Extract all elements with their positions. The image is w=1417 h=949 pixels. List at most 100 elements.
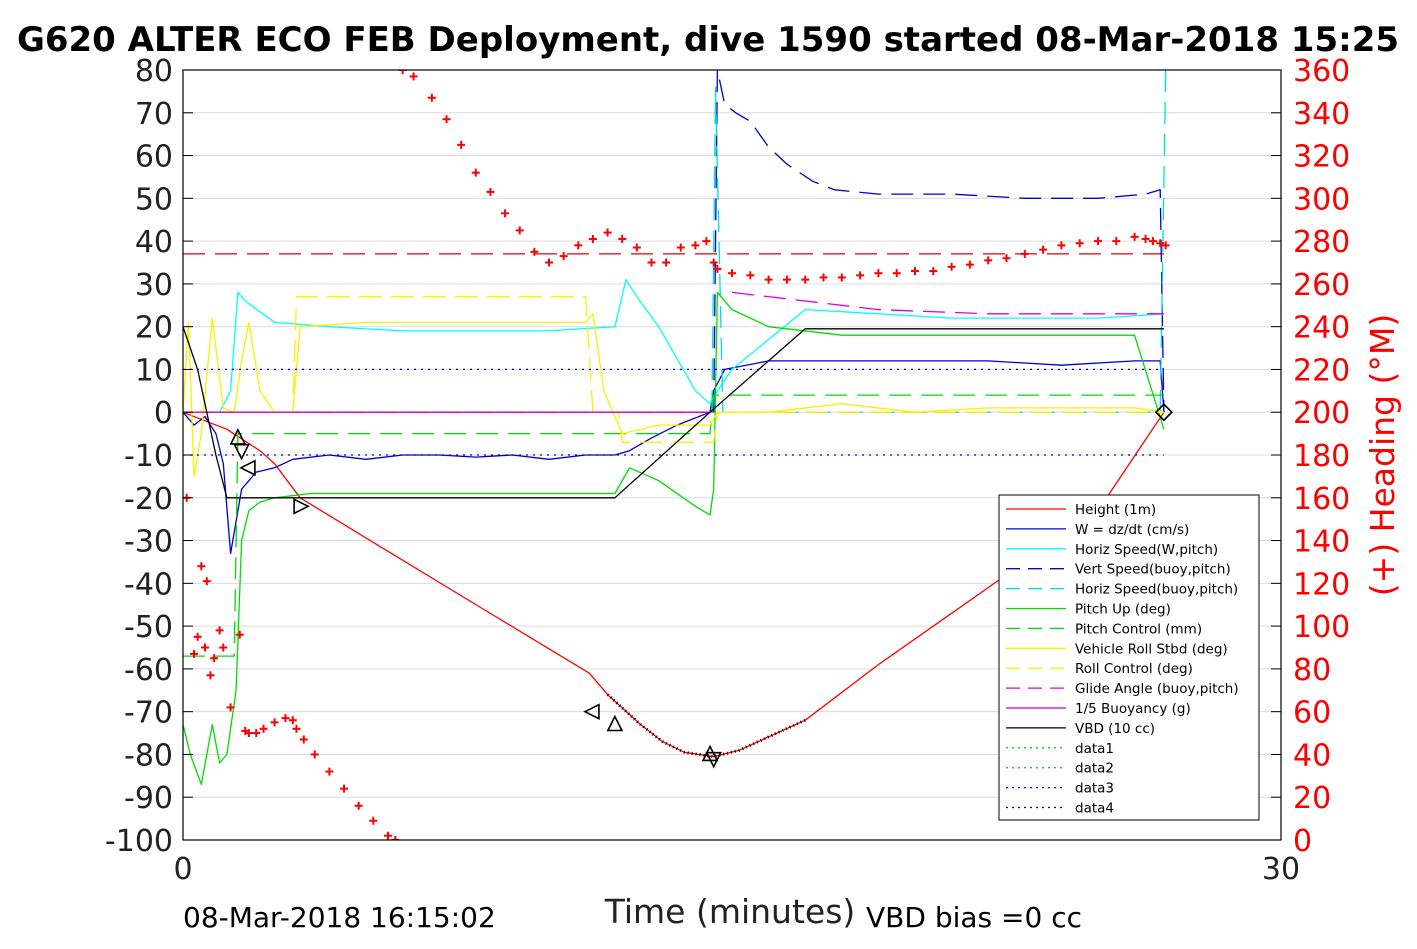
y-right-tick-label-5: 260 bbox=[1293, 268, 1350, 303]
y-tick-label-1: 70 bbox=[135, 97, 173, 132]
heading-point-66 bbox=[984, 256, 993, 265]
y-tick-label-12: -40 bbox=[124, 567, 173, 602]
series-line-5 bbox=[183, 291, 1165, 786]
heading-point-51 bbox=[713, 264, 722, 273]
y-right-tick-label-11: 140 bbox=[1293, 525, 1350, 560]
heading-point-53 bbox=[746, 271, 755, 280]
heading-point-77 bbox=[1156, 239, 1165, 248]
heading-point-21 bbox=[310, 750, 319, 759]
heading-point-10 bbox=[226, 703, 235, 712]
heading-point-41 bbox=[588, 234, 597, 243]
y-right-tick-label-1: 340 bbox=[1293, 97, 1350, 132]
heading-point-6 bbox=[206, 671, 215, 680]
heading-point-11 bbox=[235, 630, 244, 639]
heading-point-57 bbox=[819, 273, 828, 282]
series-line-7 bbox=[183, 313, 1164, 478]
heading-point-78 bbox=[1161, 241, 1170, 250]
legend-label-11: VBD (10 cc) bbox=[1075, 721, 1155, 737]
heading-point-30 bbox=[427, 93, 436, 102]
y-right-tick-label-12: 120 bbox=[1293, 567, 1350, 602]
heading-point-64 bbox=[947, 262, 956, 271]
legend-label-7: Vehicle Roll Stbd (deg) bbox=[1075, 641, 1228, 657]
marker-triangle-right-3-0 bbox=[293, 498, 310, 515]
series-line-11 bbox=[183, 326, 1164, 499]
footer-timestamp: 08-Mar-2018 16:15:02 bbox=[183, 901, 496, 934]
y-tick-label-5: 30 bbox=[135, 268, 173, 303]
heading-point-22 bbox=[325, 767, 334, 776]
y-right-tick-label-4: 280 bbox=[1293, 225, 1350, 260]
heading-point-33 bbox=[471, 168, 480, 177]
y-tick-label-7: 10 bbox=[135, 353, 173, 388]
legend-label-13: data2 bbox=[1075, 761, 1114, 777]
heading-point-60 bbox=[874, 269, 883, 278]
y-tick-label-3: 50 bbox=[135, 182, 173, 217]
y-tick-label-9: -10 bbox=[124, 439, 173, 474]
chart-title: G620 ALTER ECO FEB Deployment, dive 1590… bbox=[17, 20, 1399, 60]
y-right-tick-label-10: 160 bbox=[1293, 482, 1350, 517]
heading-point-19 bbox=[292, 724, 301, 733]
heading-point-58 bbox=[837, 273, 846, 282]
heading-point-70 bbox=[1057, 241, 1066, 250]
y-tick-label-10: -20 bbox=[124, 482, 173, 517]
y-tick-label-0: 80 bbox=[135, 54, 173, 89]
marker-triangle-left-2-1 bbox=[583, 703, 600, 720]
y-tick-label-15: -70 bbox=[124, 696, 173, 731]
marker-triangle-left-2-0 bbox=[239, 459, 256, 477]
heading-point-17 bbox=[281, 714, 290, 723]
y-tick-label-16: -80 bbox=[124, 738, 173, 773]
y-right-tick-label-7: 220 bbox=[1293, 353, 1350, 388]
y-right-tick-label-8: 200 bbox=[1293, 396, 1350, 431]
heading-point-16 bbox=[270, 718, 279, 727]
heading-point-75 bbox=[1141, 234, 1150, 243]
legend-label-15: data4 bbox=[1075, 801, 1114, 817]
footer-vbd-bias: VBD bias =0 cc bbox=[866, 901, 1082, 934]
heading-point-13 bbox=[244, 729, 253, 738]
heading-point-65 bbox=[965, 260, 974, 269]
y-tick-label-13: -50 bbox=[124, 610, 173, 645]
heading-point-44 bbox=[632, 243, 641, 252]
y-tick-label-17: -90 bbox=[124, 781, 173, 816]
y-tick-label-18: -100 bbox=[105, 824, 173, 859]
heading-point-32 bbox=[457, 140, 466, 149]
marker-triangle-up-0-0 bbox=[229, 428, 247, 445]
heading-point-31 bbox=[442, 115, 451, 124]
legend-label-4: Horiz Speed(buoy,pitch) bbox=[1075, 582, 1238, 598]
heading-point-23 bbox=[340, 784, 349, 793]
legend-label-3: Vert Speed(buoy,pitch) bbox=[1075, 562, 1231, 578]
heading-point-63 bbox=[929, 267, 938, 276]
heading-point-4 bbox=[200, 643, 209, 652]
y-tick-label-6: 20 bbox=[135, 311, 173, 346]
heading-point-9 bbox=[219, 643, 228, 652]
marker-layer bbox=[229, 403, 1174, 769]
legend-label-0: Height (1m) bbox=[1075, 502, 1156, 518]
heading-point-42 bbox=[603, 228, 612, 237]
legend-label-12: data1 bbox=[1075, 741, 1114, 757]
heading-point-38 bbox=[545, 258, 553, 267]
heading-point-67 bbox=[1002, 254, 1011, 263]
heading-point-72 bbox=[1094, 237, 1102, 246]
legend-label-5: Pitch Up (deg) bbox=[1075, 602, 1171, 618]
heading-point-43 bbox=[618, 234, 627, 243]
y-right-tick-label-9: 180 bbox=[1293, 439, 1350, 474]
heading-point-18 bbox=[288, 716, 297, 725]
heading-point-2 bbox=[193, 632, 202, 641]
legend-label-6: Pitch Control (mm) bbox=[1075, 621, 1202, 637]
heading-point-37 bbox=[530, 247, 539, 256]
legend-label-14: data3 bbox=[1075, 781, 1114, 797]
legend-label-1: W = dz/dt (cm/s) bbox=[1075, 522, 1189, 538]
y-right-tick-label-17: 20 bbox=[1293, 781, 1331, 816]
y-tick-label-14: -60 bbox=[124, 653, 173, 688]
heading-point-36 bbox=[515, 226, 524, 235]
marker-triangle-down-1-1 bbox=[705, 751, 722, 769]
heading-point-7 bbox=[210, 654, 219, 663]
heading-point-61 bbox=[892, 269, 901, 278]
y-tick-label-2: 60 bbox=[135, 140, 173, 175]
series-layer bbox=[183, 70, 1170, 840]
heading-point-15 bbox=[259, 724, 268, 733]
heading-point-45 bbox=[647, 258, 656, 267]
heading-point-26 bbox=[383, 831, 392, 840]
heading-point-74 bbox=[1130, 232, 1139, 241]
heading-point-1 bbox=[189, 649, 198, 658]
